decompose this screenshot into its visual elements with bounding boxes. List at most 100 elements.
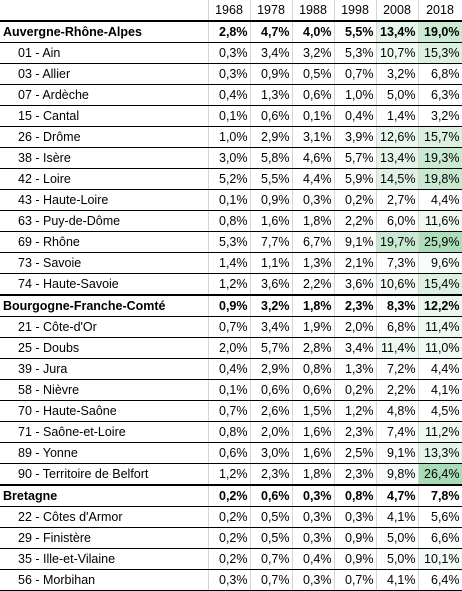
- department-name-cell: 56 - Morbihan: [0, 569, 209, 591]
- value-cell: 9,1%: [334, 231, 377, 253]
- department-row: 21 - Côte-d'Or 0,7% 3,4% 1,9% 2,0% 6,8% 11,4%: [0, 316, 462, 338]
- value-cell: 9,6%: [418, 252, 462, 274]
- value-cell: 1,2%: [208, 463, 251, 486]
- value-cell: 0,9%: [250, 189, 293, 211]
- value-cell: 0,2%: [334, 379, 377, 401]
- value-cell: 0,5%: [250, 527, 293, 549]
- header-corner-cell: [0, 0, 209, 22]
- value-cell: 0,4%: [208, 84, 251, 106]
- value-cell: 15,7%: [418, 126, 462, 148]
- year-header: 2008: [376, 0, 419, 22]
- department-name-cell: 58 - Nièvre: [0, 379, 209, 401]
- department-name-cell: 22 - Côtes d'Armor: [0, 506, 209, 528]
- department-name-cell: 26 - Drôme: [0, 126, 209, 148]
- value-cell: 0,3%: [208, 569, 251, 591]
- value-cell: 4,4%: [292, 168, 335, 190]
- value-cell: 2,1%: [334, 252, 377, 274]
- department-row: 43 - Haute-Loire 0,1% 0,9% 0,3% 0,2% 2,7% 4,4%: [0, 189, 462, 211]
- value-cell: 5,3%: [334, 42, 377, 64]
- value-cell: 2,7%: [376, 189, 419, 211]
- value-cell: 19,0%: [418, 20, 462, 43]
- department-name-cell: 70 - Haute-Saône: [0, 400, 209, 422]
- value-cell: 4,0%: [292, 20, 335, 43]
- department-name-cell: 69 - Rhône: [0, 231, 209, 253]
- department-name-cell: 73 - Savoie: [0, 252, 209, 274]
- value-cell: 1,9%: [292, 316, 335, 338]
- region-name-cell: Bourgogne-Franche-Comté: [0, 294, 209, 317]
- value-cell: 0,7%: [334, 63, 377, 85]
- department-name-cell: 35 - Ille-et-Vilaine: [0, 548, 209, 570]
- value-cell: 26,4%: [418, 463, 462, 486]
- value-cell: 4,7%: [250, 20, 293, 43]
- value-cell: 0,6%: [292, 84, 335, 106]
- value-cell: 3,4%: [334, 337, 377, 359]
- value-cell: 2,8%: [208, 20, 251, 43]
- department-row: 90 - Territoire de Belfort 1,2% 2,3% 1,8% 2,…: [0, 463, 462, 486]
- value-cell: 6,8%: [418, 63, 462, 85]
- value-cell: 5,6%: [418, 506, 462, 528]
- department-row: 73 - Savoie 1,4% 1,1% 1,3% 2,1% 7,3% 9,6%: [0, 252, 462, 274]
- department-row: 74 - Haute-Savoie 1,2% 3,6% 2,2% 3,6% 10,6% 15…: [0, 273, 462, 296]
- department-name-cell: 25 - Doubs: [0, 337, 209, 359]
- value-cell: 4,8%: [376, 400, 419, 422]
- value-cell: 0,6%: [292, 379, 335, 401]
- value-cell: 0,4%: [292, 548, 335, 570]
- value-cell: 12,2%: [418, 294, 462, 317]
- value-cell: 2,9%: [250, 126, 293, 148]
- value-cell: 6,7%: [292, 231, 335, 253]
- value-cell: 0,8%: [292, 358, 335, 380]
- value-cell: 6,8%: [376, 316, 419, 338]
- value-cell: 2,0%: [334, 316, 377, 338]
- value-cell: 0,1%: [292, 105, 335, 127]
- value-cell: 5,5%: [250, 168, 293, 190]
- value-cell: 13,3%: [418, 442, 462, 464]
- department-name-cell: 07 - Ardèche: [0, 84, 209, 106]
- value-cell: 0,9%: [334, 548, 377, 570]
- value-cell: 4,5%: [418, 400, 462, 422]
- value-cell: 3,2%: [250, 294, 293, 317]
- value-cell: 0,4%: [334, 105, 377, 127]
- value-cell: 8,3%: [376, 294, 419, 317]
- value-cell: 4,6%: [292, 147, 335, 169]
- value-cell: 4,1%: [376, 506, 419, 528]
- value-cell: 6,0%: [376, 210, 419, 232]
- value-cell: 19,3%: [418, 147, 462, 169]
- department-row: 03 - Allier 0,3% 0,9% 0,5% 0,7% 3,2% 6,8%: [0, 63, 462, 85]
- value-cell: 1,8%: [292, 210, 335, 232]
- value-cell: 0,2%: [208, 548, 251, 570]
- department-name-cell: 01 - Ain: [0, 42, 209, 64]
- value-cell: 3,0%: [250, 442, 293, 464]
- value-cell: 1,5%: [292, 400, 335, 422]
- value-cell: 5,7%: [250, 337, 293, 359]
- value-cell: 0,5%: [292, 63, 335, 85]
- value-cell: 5,2%: [208, 168, 251, 190]
- value-cell: 11,4%: [418, 316, 462, 338]
- department-name-cell: 15 - Cantal: [0, 105, 209, 127]
- value-cell: 1,0%: [208, 126, 251, 148]
- department-row: 63 - Puy-de-Dôme 0,8% 1,6% 1,8% 2,2% 6,0% 11,6…: [0, 210, 462, 232]
- value-cell: 1,3%: [250, 84, 293, 106]
- value-cell: 6,4%: [418, 569, 462, 591]
- value-cell: 3,9%: [334, 126, 377, 148]
- department-row: 07 - Ardèche 0,4% 1,3% 0,6% 1,0% 5,0% 6,3%: [0, 84, 462, 106]
- value-cell: 10,7%: [376, 42, 419, 64]
- region-name-cell: Auvergne-Rhône-Alpes: [0, 20, 209, 43]
- value-cell: 5,9%: [334, 168, 377, 190]
- value-cell: 0,8%: [334, 484, 377, 507]
- value-cell: 2,6%: [250, 400, 293, 422]
- department-row: 25 - Doubs 2,0% 5,7% 2,8% 3,4% 11,4% 11,0%: [0, 337, 462, 359]
- value-cell: 19,8%: [418, 168, 462, 190]
- value-cell: 5,3%: [208, 231, 251, 253]
- value-cell: 2,5%: [334, 442, 377, 464]
- value-cell: 3,2%: [292, 42, 335, 64]
- value-cell: 0,9%: [250, 63, 293, 85]
- value-cell: 0,6%: [208, 442, 251, 464]
- year-header: 1998: [334, 0, 377, 22]
- value-cell: 0,8%: [208, 421, 251, 443]
- department-name-cell: 42 - Loire: [0, 168, 209, 190]
- value-cell: 3,4%: [250, 316, 293, 338]
- value-cell: 1,4%: [208, 252, 251, 274]
- value-cell: 0,3%: [208, 42, 251, 64]
- value-cell: 3,6%: [250, 273, 293, 296]
- value-cell: 2,3%: [334, 294, 377, 317]
